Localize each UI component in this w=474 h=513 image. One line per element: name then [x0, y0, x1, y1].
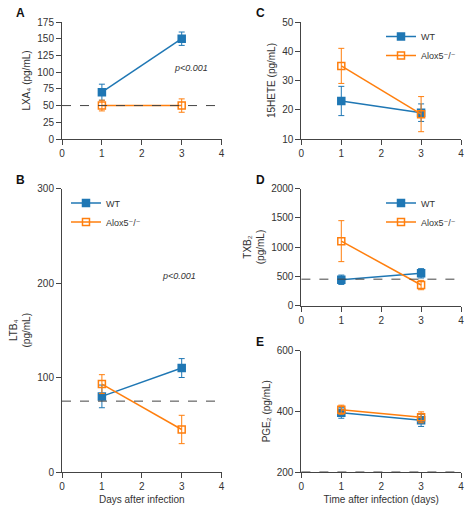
svg-text:PGE₂ (pg/mL): PGE₂ (pg/mL)	[261, 380, 272, 442]
svg-text:Alox5⁻/⁻: Alox5⁻/⁻	[421, 51, 456, 61]
svg-text:D: D	[256, 173, 265, 187]
svg-text:25: 25	[43, 117, 55, 128]
svg-text:3: 3	[418, 481, 424, 492]
svg-text:150: 150	[37, 33, 54, 44]
svg-text:0: 0	[299, 315, 305, 326]
svg-text:1: 1	[339, 481, 345, 492]
svg-text:3: 3	[179, 481, 185, 492]
svg-text:200: 200	[37, 278, 54, 289]
svg-text:0: 0	[299, 148, 305, 159]
svg-text:4: 4	[458, 315, 464, 326]
svg-text:1: 1	[339, 315, 345, 326]
svg-text:3: 3	[418, 315, 424, 326]
svg-text:10: 10	[282, 134, 294, 145]
svg-text:WT: WT	[421, 199, 435, 209]
svg-text:WT: WT	[106, 199, 120, 209]
svg-text:WT: WT	[421, 32, 435, 42]
svg-text:30: 30	[282, 75, 294, 86]
svg-text:1500: 1500	[271, 212, 294, 223]
svg-text:C: C	[256, 6, 265, 20]
svg-text:LXA₄ (pg/mL): LXA₄ (pg/mL)	[21, 50, 32, 110]
svg-text:TXB₂(pg/mL): TXB₂(pg/mL)	[242, 230, 266, 264]
svg-text:A: A	[16, 6, 25, 20]
svg-text:50: 50	[43, 100, 55, 111]
svg-text:600: 600	[277, 345, 294, 356]
svg-text:B: B	[16, 173, 25, 187]
svg-text:3: 3	[179, 148, 185, 159]
svg-text:20: 20	[282, 104, 294, 115]
svg-text:15HETE (pg/mL): 15HETE (pg/mL)	[266, 43, 277, 118]
svg-text:2: 2	[139, 148, 145, 159]
svg-text:300: 300	[37, 183, 54, 194]
svg-text:400: 400	[277, 406, 294, 417]
svg-text:4: 4	[458, 148, 464, 159]
svg-text:Alox5⁻/⁻: Alox5⁻/⁻	[421, 218, 456, 228]
svg-text:4: 4	[219, 481, 225, 492]
svg-text:2: 2	[378, 481, 384, 492]
svg-text:E: E	[256, 335, 264, 349]
svg-text:100: 100	[37, 67, 54, 78]
svg-text:40: 40	[282, 46, 294, 57]
svg-text:75: 75	[43, 83, 55, 94]
svg-text:0: 0	[48, 467, 54, 478]
svg-text:2: 2	[378, 148, 384, 159]
svg-text:0: 0	[288, 300, 294, 311]
svg-text:175: 175	[37, 17, 54, 28]
svg-text:LTB₄(pg/mL): LTB₄(pg/mL)	[8, 313, 32, 347]
svg-text:Alox5⁻/⁻: Alox5⁻/⁻	[106, 218, 141, 228]
svg-text:3: 3	[418, 148, 424, 159]
svg-text:2: 2	[378, 315, 384, 326]
svg-text:125: 125	[37, 50, 54, 61]
svg-text:1000: 1000	[271, 242, 294, 253]
svg-text:200: 200	[277, 467, 294, 478]
svg-text:0: 0	[299, 481, 305, 492]
svg-text:1: 1	[339, 148, 345, 159]
svg-text:0: 0	[59, 481, 65, 492]
svg-text:4: 4	[219, 148, 225, 159]
svg-text:100: 100	[37, 372, 54, 383]
svg-text:p<0.001: p<0.001	[174, 63, 208, 73]
svg-text:0: 0	[59, 148, 65, 159]
svg-text:Time after infection (days): Time after infection (days)	[324, 494, 439, 505]
svg-text:2000: 2000	[271, 183, 294, 194]
svg-text:0: 0	[48, 134, 54, 145]
svg-text:2: 2	[139, 481, 145, 492]
svg-text:500: 500	[277, 271, 294, 282]
svg-text:1: 1	[99, 148, 105, 159]
svg-text:50: 50	[282, 17, 294, 28]
svg-text:p<0.001: p<0.001	[162, 271, 196, 281]
svg-text:1: 1	[99, 481, 105, 492]
svg-text:Days after infection: Days after infection	[99, 494, 185, 505]
svg-text:4: 4	[458, 481, 464, 492]
